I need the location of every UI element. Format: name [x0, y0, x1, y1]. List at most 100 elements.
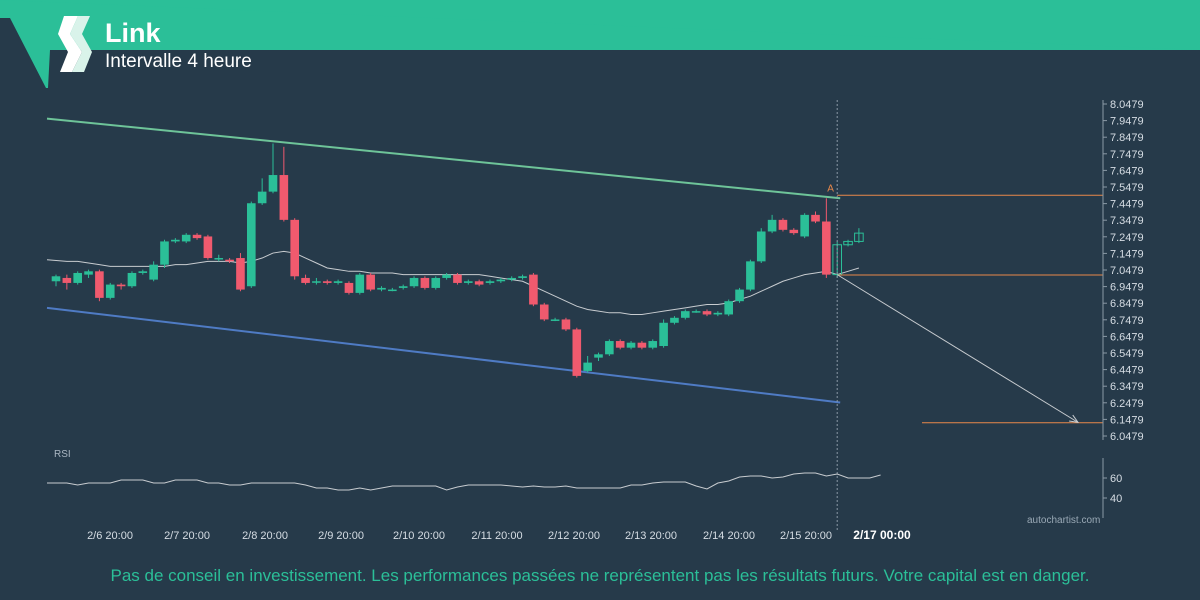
candle-body [268, 175, 278, 192]
candles [51, 143, 864, 378]
candle-body [605, 341, 614, 355]
candle-body [746, 261, 755, 290]
y-tick-label: 7.8479 [1110, 132, 1144, 144]
candle-body [181, 234, 191, 242]
candle-body [735, 289, 744, 302]
x-tick-label: 2/14 20:00 [703, 530, 755, 542]
candle-body [116, 284, 126, 287]
candle-body [409, 277, 419, 287]
candle-body [51, 276, 61, 282]
y-tick-label: 6.0479 [1110, 431, 1144, 443]
candle-body [507, 277, 516, 280]
y-tick-label: 7.0479 [1110, 265, 1144, 277]
candle-body [464, 281, 473, 283]
candle-body [160, 241, 169, 265]
y-tick-label: 6.6479 [1110, 331, 1144, 343]
candle-body [398, 286, 408, 288]
candle-body [529, 274, 538, 305]
candle-body [62, 277, 72, 283]
candle-body [594, 354, 603, 358]
candle-body [756, 231, 766, 262]
candle-body [279, 175, 289, 220]
y-tick-label: 7.3479 [1110, 215, 1144, 227]
candle-body [236, 258, 245, 290]
candle-body [474, 281, 484, 285]
candle-body [583, 362, 592, 371]
candle-body [431, 277, 441, 288]
candle-body [843, 240, 853, 246]
x-axis: 2/6 20:00 2/7 20:00 2/8 20:00 2/9 20:00 2/10… [87, 528, 911, 542]
rsi-tick-label: 40 [1110, 493, 1122, 505]
y-tick-label: 6.9479 [1110, 282, 1144, 294]
candle-body [95, 271, 104, 298]
y-tick-label: 8.0479 [1110, 99, 1144, 111]
x-tick-label: 2/6 20:00 [87, 530, 133, 542]
candle-body [225, 259, 234, 262]
candle-body [333, 281, 343, 283]
candle-body [702, 311, 712, 315]
candle-body [105, 284, 115, 298]
lower-channel-line [46, 306, 841, 404]
candle-body [366, 274, 375, 290]
candle-body [767, 219, 777, 232]
projection [836, 274, 1080, 424]
x-tick-label: 2/7 20:00 [164, 530, 210, 542]
y-tick-label: 6.7479 [1110, 315, 1144, 327]
candle-body [572, 329, 582, 376]
candle-body [355, 274, 365, 293]
candle-body [171, 239, 180, 242]
candle-body [388, 289, 397, 292]
candle-body [778, 219, 788, 230]
target-levels: A [827, 100, 1103, 530]
candle-body [73, 272, 82, 283]
candle-body [811, 214, 820, 222]
candle-body [322, 281, 332, 283]
y-tick-label: 6.5479 [1110, 348, 1144, 360]
y-tick-label: 6.2479 [1110, 398, 1144, 410]
rsi-label: RSI [54, 449, 71, 460]
candle-body [659, 322, 668, 347]
page-title: Link [105, 18, 161, 48]
candle-body [637, 342, 647, 348]
candle-body [561, 319, 571, 330]
candle-body [550, 319, 560, 321]
candle-body [192, 234, 202, 239]
x-tick-label: 2/9 20:00 [318, 530, 364, 542]
candle-body [203, 236, 213, 259]
candle-body [800, 214, 809, 237]
candle-body [789, 229, 799, 234]
y-tick-label: 6.8479 [1110, 298, 1144, 310]
x-tick-label: 2/10 20:00 [393, 530, 445, 542]
candle-body [290, 219, 299, 277]
y-tick-label: 7.7479 [1110, 149, 1144, 161]
projection-line [836, 274, 1079, 423]
x-tick-label: 2/8 20:00 [242, 530, 288, 542]
y-tick-label: 7.5479 [1110, 182, 1144, 194]
x-tick-label: 2/11 20:00 [471, 530, 522, 542]
y-tick-label: 6.4479 [1110, 365, 1144, 377]
y-tick-label: 7.9479 [1110, 116, 1144, 128]
y-tick-label: 6.1479 [1110, 414, 1144, 426]
projection-arrowhead [1069, 414, 1080, 424]
candle-body [626, 342, 636, 348]
rsi-line [47, 472, 881, 491]
candle-body [485, 281, 495, 283]
candle-body [442, 274, 451, 278]
rsi-panel: 60 40 [47, 458, 1122, 518]
candle-body [496, 279, 506, 282]
interval-subtitle: Intervalle 4 heure [105, 51, 252, 72]
candle-body [724, 301, 733, 315]
disclaimer: Pas de conseil en investissement. Les pe… [110, 566, 1090, 585]
x-tick-label: 2/12 20:00 [548, 530, 600, 542]
candle-body [301, 277, 310, 283]
pattern-point-label: A [827, 183, 834, 194]
candle-body [247, 203, 256, 287]
candle-body [214, 258, 224, 260]
candle-body [518, 276, 527, 278]
rsi-tick-label: 60 [1110, 473, 1122, 485]
candle-body [681, 311, 690, 318]
candle-body [84, 271, 93, 275]
candle-body [854, 232, 864, 242]
y-axis: 8.0479 7.9479 7.8479 7.7479 7.6479 7.5479 7.44… [1102, 99, 1144, 443]
